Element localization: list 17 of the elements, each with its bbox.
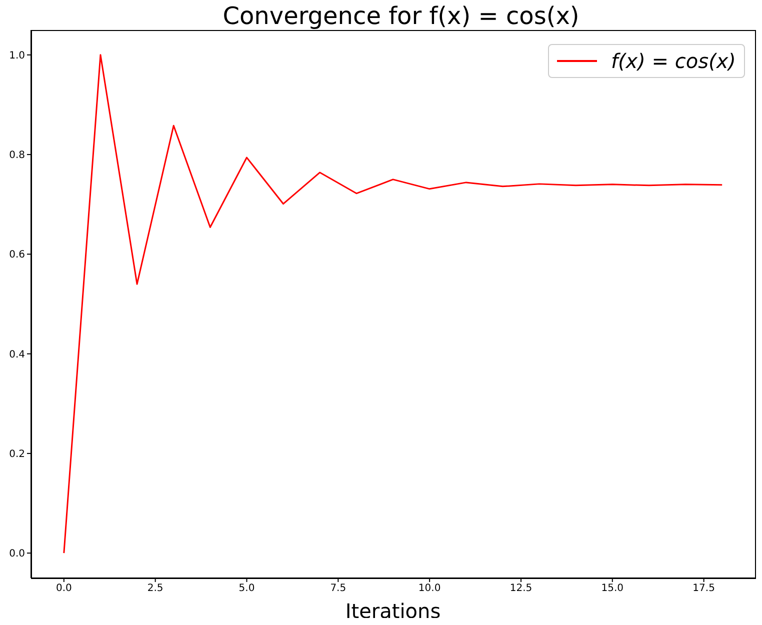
y-tick-label: 0.2 xyxy=(9,449,25,460)
x-tick-label: 17.5 xyxy=(692,583,715,594)
x-axis-title: Iterations xyxy=(345,599,441,623)
chart-title: Convergence for f(x) = cos(x) xyxy=(222,2,580,30)
y-tick-label: 1.0 xyxy=(9,50,25,62)
x-tick-label: 2.5 xyxy=(147,583,164,594)
x-tick-label: 5.0 xyxy=(238,583,255,594)
legend-label: f(x) = cos(x) xyxy=(610,49,736,73)
x-tick-label: 15.0 xyxy=(601,583,624,594)
x-tick-label: 12.5 xyxy=(510,583,532,594)
x-tick-label: 7.5 xyxy=(330,583,346,594)
x-tick-label: 10.0 xyxy=(418,583,441,594)
y-tick-label: 0.4 xyxy=(9,349,25,360)
y-tick-label: 0.0 xyxy=(9,548,25,560)
y-tick-label: 0.8 xyxy=(9,150,25,162)
x-tick-label: 0.0 xyxy=(56,583,72,594)
y-tick-label: 0.6 xyxy=(9,250,25,261)
